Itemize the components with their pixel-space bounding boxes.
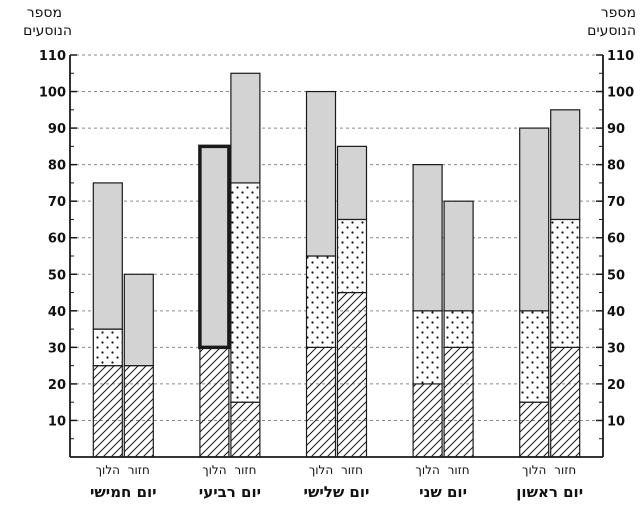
grid xyxy=(70,54,603,421)
bar-4-go-hatched xyxy=(199,346,230,458)
bar-5-return-gray xyxy=(123,273,154,367)
axes: 10 10 20 20 30 30 40 40 50 50 60 60 70 70 80 80 90 90 100 1… xyxy=(39,49,634,501)
tick-label-left-30: 30 xyxy=(48,341,66,356)
tick-label-left-60: 60 xyxy=(48,232,66,247)
tick-label-left-20: 20 xyxy=(48,378,66,393)
bar-1-go-dotted xyxy=(519,310,550,403)
bar-label-1-go: הלוך xyxy=(522,463,546,477)
bar-4-return-dotted xyxy=(230,182,261,403)
bar-label-5-go: הלוך xyxy=(96,463,120,477)
y-axis-title-right: מספר הנוסעים xyxy=(587,5,636,39)
bar-3-return-gray xyxy=(336,145,368,221)
bar-5-go-dotted xyxy=(92,328,123,367)
tick-label-left-40: 40 xyxy=(48,305,66,320)
day-label-4: יום רביעי xyxy=(199,483,261,501)
day-label-3: יום שלישי xyxy=(304,483,370,501)
bar-label-5-return: חזור xyxy=(128,463,150,477)
bar-3-return-hatched xyxy=(336,291,368,458)
y-axis-title-right-line2: הנוסעים xyxy=(587,23,636,39)
tick-label-right-40: 40 xyxy=(607,305,625,320)
bar-2-return-dotted xyxy=(443,310,474,348)
bar-label-4-return: חזור xyxy=(234,463,256,477)
bar-4-go-gray xyxy=(198,144,231,350)
bar-3-go-gray xyxy=(305,90,337,257)
tick-label-right-10: 10 xyxy=(607,414,625,429)
day-label-1: יום ראשון xyxy=(516,483,583,501)
bar-2-go-dotted xyxy=(412,310,443,385)
bar-2-go-hatched xyxy=(412,383,443,458)
bar-1-return-hatched xyxy=(550,346,581,458)
y-axis-title-left-line2: הנוסעים xyxy=(23,23,72,39)
tick-label-right-100: 100 xyxy=(607,86,634,101)
tick-label-right-60: 60 xyxy=(607,232,625,247)
bar-label-3-go: הלוך xyxy=(309,463,333,477)
bar-2-go-gray xyxy=(412,164,443,312)
bars xyxy=(92,72,581,458)
bar-1-return-gray xyxy=(550,109,581,221)
bar-label-1-return: חזור xyxy=(554,463,576,477)
bar-1-return-dotted xyxy=(550,218,581,348)
day-label-2: יום שני xyxy=(419,483,467,501)
tick-label-right-80: 80 xyxy=(607,159,625,174)
bar-4-return-gray xyxy=(230,72,261,184)
tick-label-left-70: 70 xyxy=(48,195,66,210)
day-label-5: יום חמישי xyxy=(90,483,157,501)
bar-label-2-go: הלוך xyxy=(415,463,439,477)
bar-2-return-gray xyxy=(443,200,474,312)
bar-5-go-hatched xyxy=(92,365,123,458)
bar-label-3-return: חזור xyxy=(341,463,363,477)
tick-label-left-50: 50 xyxy=(48,268,66,283)
bar-5-go-gray xyxy=(92,182,123,330)
tick-label-right-70: 70 xyxy=(607,195,625,210)
tick-label-right-90: 90 xyxy=(607,122,625,137)
tick-label-left-90: 90 xyxy=(48,122,66,137)
tick-label-right-50: 50 xyxy=(607,268,625,283)
bar-3-return-dotted xyxy=(336,218,368,294)
tick-label-right-110: 110 xyxy=(607,49,634,64)
bar-label-2-return: חזור xyxy=(448,463,470,477)
bar-1-go-gray xyxy=(519,127,550,312)
tick-label-left-100: 100 xyxy=(39,86,66,101)
tick-label-left-10: 10 xyxy=(48,414,66,429)
bar-1-go-hatched xyxy=(519,401,550,458)
tick-label-left-80: 80 xyxy=(48,159,66,174)
bar-3-go-hatched xyxy=(305,346,337,458)
bar-3-go-dotted xyxy=(305,255,337,348)
tick-label-right-20: 20 xyxy=(607,378,625,393)
bar-2-return-hatched xyxy=(443,346,474,458)
tick-label-left-110: 110 xyxy=(39,49,66,64)
y-axis-title-right-line1: מספר xyxy=(601,5,636,21)
y-axis-title-left-line1: מספר xyxy=(27,5,62,21)
y-axis-title-left: מספר הנוסעים xyxy=(23,5,72,39)
tick-label-right-30: 30 xyxy=(607,341,625,356)
bar-label-4-go: הלוך xyxy=(202,463,226,477)
bar-4-return-hatched xyxy=(230,401,261,458)
bar-5-return-hatched xyxy=(123,365,154,458)
